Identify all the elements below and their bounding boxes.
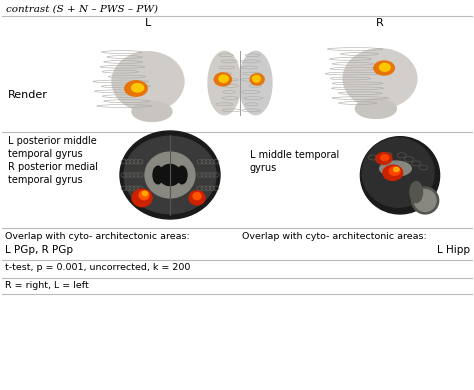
Text: gyrus: gyrus — [250, 163, 277, 173]
Ellipse shape — [132, 83, 144, 92]
Ellipse shape — [356, 99, 396, 119]
Ellipse shape — [139, 191, 149, 200]
Text: R = right, L = left: R = right, L = left — [5, 281, 89, 290]
Ellipse shape — [159, 165, 181, 186]
Text: temporal gyrus: temporal gyrus — [8, 149, 82, 159]
Ellipse shape — [214, 73, 231, 86]
Ellipse shape — [383, 165, 403, 180]
Ellipse shape — [120, 131, 220, 219]
Ellipse shape — [125, 81, 147, 96]
Ellipse shape — [343, 49, 417, 108]
Text: t-test, p = 0.001, uncorrected, k = 200: t-test, p = 0.001, uncorrected, k = 200 — [5, 263, 191, 272]
Text: L PGp, R PGp: L PGp, R PGp — [5, 245, 73, 255]
Ellipse shape — [239, 51, 272, 115]
Ellipse shape — [153, 166, 163, 184]
Ellipse shape — [143, 191, 147, 196]
Ellipse shape — [394, 167, 399, 172]
Ellipse shape — [380, 64, 390, 71]
Ellipse shape — [177, 166, 187, 184]
Ellipse shape — [376, 152, 392, 165]
Text: L: L — [145, 18, 151, 28]
Text: R posterior medial: R posterior medial — [8, 162, 98, 172]
Text: contrast (S + N – PWS – PW): contrast (S + N – PWS – PW) — [6, 5, 158, 14]
Text: Overlap with cyto- architectonic areas:: Overlap with cyto- architectonic areas: — [242, 232, 427, 241]
Ellipse shape — [412, 187, 439, 214]
Ellipse shape — [374, 61, 394, 75]
Ellipse shape — [112, 52, 184, 111]
Ellipse shape — [389, 167, 400, 176]
Ellipse shape — [414, 190, 436, 211]
Ellipse shape — [189, 191, 205, 205]
Ellipse shape — [253, 75, 260, 82]
Ellipse shape — [380, 161, 411, 176]
Ellipse shape — [124, 136, 216, 214]
Ellipse shape — [132, 189, 152, 207]
Ellipse shape — [193, 193, 201, 200]
Ellipse shape — [145, 152, 195, 198]
Ellipse shape — [208, 51, 241, 115]
Ellipse shape — [410, 182, 422, 203]
Ellipse shape — [362, 138, 434, 207]
Text: Overlap with cyto- architectonic areas:: Overlap with cyto- architectonic areas: — [5, 232, 190, 241]
Ellipse shape — [250, 74, 264, 85]
Ellipse shape — [219, 75, 228, 82]
Text: Render: Render — [8, 90, 48, 100]
Text: L Hipp: L Hipp — [437, 245, 470, 255]
Ellipse shape — [360, 136, 439, 214]
Text: R: R — [376, 18, 384, 28]
Ellipse shape — [381, 155, 389, 161]
Ellipse shape — [132, 102, 172, 121]
Text: L middle temporal: L middle temporal — [250, 150, 339, 160]
Text: L posterior middle: L posterior middle — [8, 136, 97, 146]
Text: temporal gyrus: temporal gyrus — [8, 175, 82, 185]
